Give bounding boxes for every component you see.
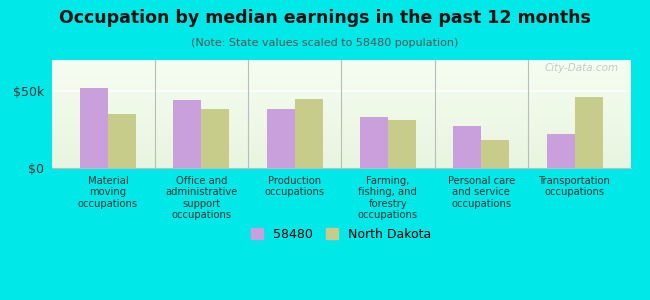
Bar (575, 97, 603, 168)
Bar (453, 126, 481, 168)
Bar (547, 134, 575, 168)
Bar (360, 117, 388, 168)
Text: Occupation by median earnings in the past 12 months: Occupation by median earnings in the pas… (59, 9, 591, 27)
Bar (294, 99, 322, 168)
Text: (Note: State values scaled to 58480 population): (Note: State values scaled to 58480 popu… (191, 38, 459, 47)
Bar (266, 110, 294, 168)
Bar (481, 140, 509, 168)
Bar (202, 110, 229, 168)
Bar (80, 88, 108, 168)
Bar (174, 100, 202, 168)
Bar (108, 114, 136, 168)
Text: City-Data.com: City-Data.com (545, 63, 619, 73)
Bar (388, 120, 416, 168)
Legend: 58480, North Dakota: 58480, North Dakota (246, 223, 437, 246)
